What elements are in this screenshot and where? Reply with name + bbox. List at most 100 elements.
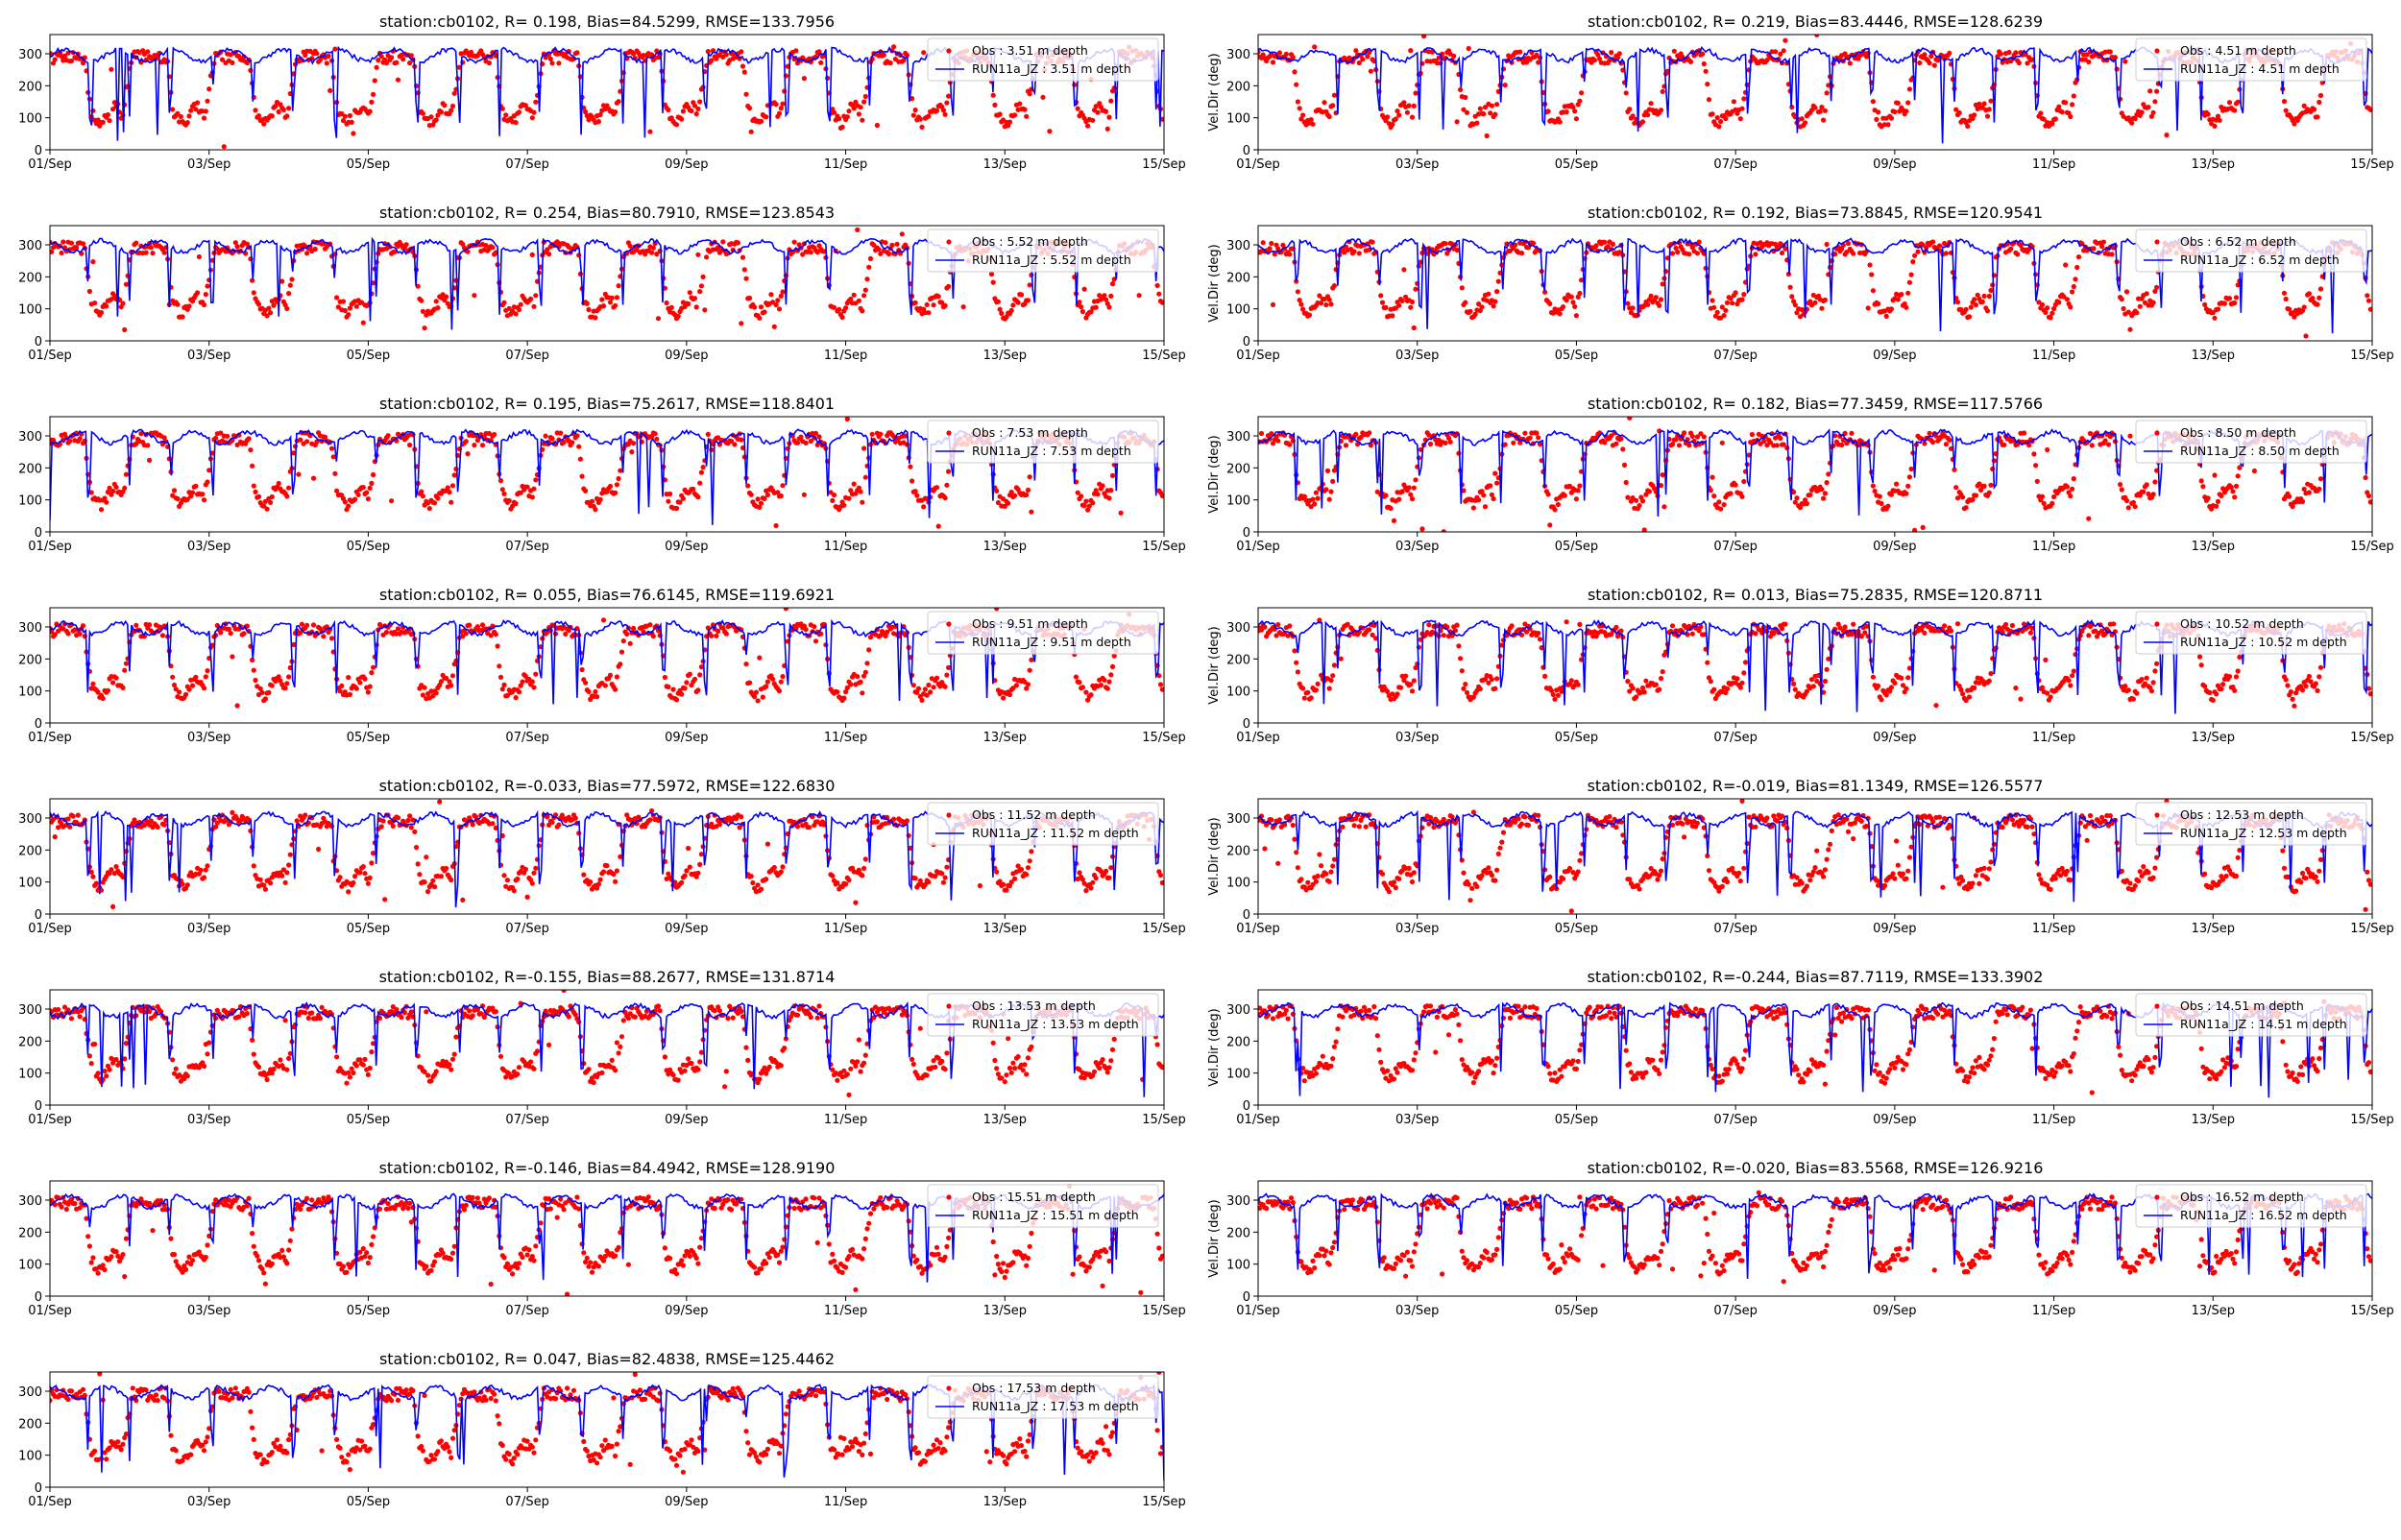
obs-point bbox=[628, 641, 633, 646]
obs-point bbox=[1079, 493, 1083, 498]
obs-point bbox=[860, 118, 864, 123]
y-tick-label: 300 bbox=[1226, 48, 1250, 62]
obs-point bbox=[90, 259, 95, 264]
obs-point bbox=[2124, 289, 2129, 294]
obs-point bbox=[1352, 249, 1357, 253]
obs-point bbox=[1483, 504, 1488, 509]
obs-point bbox=[653, 431, 658, 436]
obs-point bbox=[2056, 105, 2061, 109]
obs-point bbox=[1576, 488, 1581, 493]
obs-point bbox=[1819, 306, 1824, 311]
obs-point bbox=[1896, 297, 1901, 301]
obs-point bbox=[913, 108, 918, 112]
obs-point bbox=[1108, 99, 1113, 104]
obs-point bbox=[1101, 483, 1105, 488]
obs-point bbox=[133, 623, 138, 628]
obs-point bbox=[583, 681, 588, 686]
obs-point bbox=[351, 131, 355, 135]
obs-point bbox=[1389, 506, 1394, 511]
obs-point bbox=[1884, 314, 1889, 319]
obs-point bbox=[1739, 107, 1744, 111]
legend-obs-label: Obs : 9.51 m depth bbox=[972, 616, 1088, 631]
obs-point bbox=[1574, 496, 1579, 501]
obs-point bbox=[1367, 430, 1371, 435]
obs-point bbox=[432, 500, 437, 505]
obs-point bbox=[304, 439, 309, 444]
obs-point bbox=[840, 125, 845, 130]
x-tick-label: 11/Sep bbox=[2032, 349, 2075, 363]
obs-point bbox=[631, 441, 636, 445]
obs-point bbox=[343, 114, 348, 119]
obs-point bbox=[1291, 55, 1296, 60]
obs-point bbox=[120, 301, 125, 305]
obs-point bbox=[1556, 502, 1561, 507]
obs-point bbox=[144, 251, 149, 255]
obs-point bbox=[284, 681, 289, 686]
obs-point bbox=[878, 432, 883, 437]
obs-point bbox=[1753, 252, 1758, 256]
obs-point bbox=[1716, 124, 1721, 129]
obs-point bbox=[1592, 58, 1597, 62]
obs-point bbox=[517, 307, 521, 312]
obs-point bbox=[1866, 305, 1871, 310]
obs-point bbox=[932, 685, 936, 689]
obs-point bbox=[813, 638, 818, 643]
obs-point bbox=[1407, 104, 1412, 108]
obs-point bbox=[1905, 100, 1910, 105]
x-tick-label: 07/Sep bbox=[505, 349, 548, 363]
obs-point bbox=[603, 683, 608, 687]
obs-point bbox=[447, 490, 451, 494]
obs-point bbox=[124, 282, 129, 287]
obs-point bbox=[449, 683, 453, 687]
obs-point bbox=[1095, 110, 1100, 115]
obs-point bbox=[1463, 301, 1467, 305]
obs-point bbox=[2284, 297, 2289, 301]
obs-point bbox=[235, 244, 240, 249]
obs-point bbox=[841, 696, 846, 701]
obs-point bbox=[1611, 242, 1615, 247]
obs-point bbox=[908, 465, 912, 469]
x-tick-label: 05/Sep bbox=[1555, 349, 1598, 363]
obs-point bbox=[2315, 114, 2319, 119]
obs-point bbox=[321, 634, 326, 638]
obs-point bbox=[1110, 281, 1115, 286]
obs-point bbox=[394, 60, 399, 65]
obs-point bbox=[190, 490, 195, 494]
obs-point bbox=[53, 57, 58, 61]
obs-point bbox=[427, 506, 432, 511]
obs-point bbox=[683, 686, 688, 690]
obs-point bbox=[1728, 491, 1733, 495]
obs-point bbox=[1905, 484, 1910, 489]
obs-point bbox=[837, 116, 841, 121]
obs-point bbox=[1972, 112, 1977, 117]
obs-point bbox=[60, 251, 64, 255]
obs-point bbox=[694, 304, 699, 309]
obs-point bbox=[531, 110, 536, 115]
obs-point bbox=[556, 60, 561, 65]
obs-point bbox=[768, 292, 773, 297]
obs-point bbox=[1871, 288, 1876, 293]
obs-point bbox=[747, 681, 752, 686]
obs-point bbox=[911, 113, 916, 118]
obs-point bbox=[1108, 488, 1113, 493]
obs-point bbox=[2108, 49, 2113, 54]
obs-point bbox=[253, 108, 257, 112]
legend-model-label: RUN11a_JZ : 5.52 m depth bbox=[972, 253, 1131, 267]
obs-point bbox=[1410, 496, 1415, 501]
obs-point bbox=[472, 443, 476, 447]
obs-point bbox=[549, 60, 554, 65]
x-tick-label: 03/Sep bbox=[1395, 349, 1439, 363]
obs-point bbox=[202, 115, 206, 120]
obs-point bbox=[230, 654, 234, 659]
obs-point bbox=[1965, 124, 1970, 129]
obs-point bbox=[739, 438, 743, 443]
obs-point bbox=[2040, 302, 2045, 307]
y-tick-label: 0 bbox=[35, 717, 42, 732]
obs-point bbox=[868, 256, 873, 261]
obs-point bbox=[87, 289, 92, 294]
obs-point bbox=[1471, 505, 1476, 510]
obs-point bbox=[1492, 300, 1497, 304]
obs-point bbox=[996, 300, 1001, 304]
obs-point bbox=[926, 113, 931, 118]
obs-point bbox=[1463, 95, 1467, 100]
